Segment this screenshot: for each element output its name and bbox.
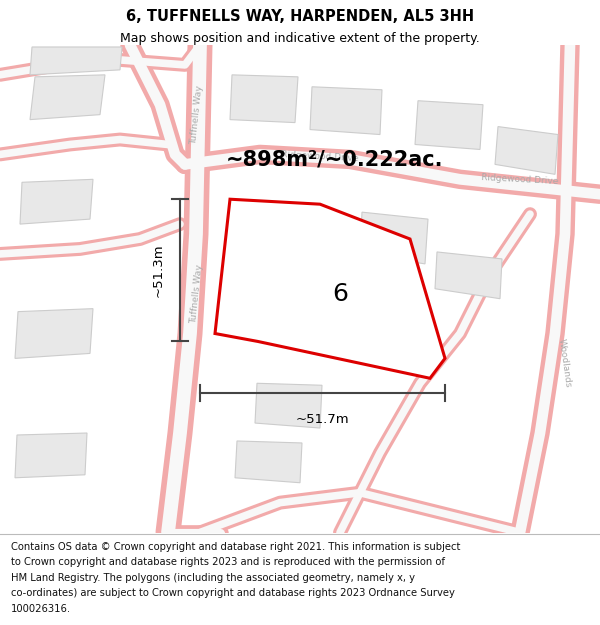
Polygon shape bbox=[310, 87, 382, 134]
Polygon shape bbox=[15, 309, 93, 358]
Polygon shape bbox=[15, 433, 87, 478]
Polygon shape bbox=[235, 441, 302, 483]
Text: 6: 6 bbox=[332, 282, 348, 306]
Text: Map shows position and indicative extent of the property.: Map shows position and indicative extent… bbox=[120, 32, 480, 46]
Polygon shape bbox=[30, 75, 105, 119]
Polygon shape bbox=[255, 383, 322, 428]
Polygon shape bbox=[230, 75, 298, 122]
Text: ~898m²/~0.222ac.: ~898m²/~0.222ac. bbox=[226, 149, 444, 169]
Text: to Crown copyright and database rights 2023 and is reproduced with the permissio: to Crown copyright and database rights 2… bbox=[11, 558, 445, 568]
Polygon shape bbox=[415, 101, 483, 149]
Polygon shape bbox=[360, 212, 428, 264]
Polygon shape bbox=[30, 47, 122, 75]
Text: Ridgewood Drive: Ridgewood Drive bbox=[481, 173, 559, 186]
Polygon shape bbox=[20, 179, 93, 224]
Text: Woodlands: Woodlands bbox=[557, 338, 573, 389]
Text: HM Land Registry. The polygons (including the associated geometry, namely x, y: HM Land Registry. The polygons (includin… bbox=[11, 573, 415, 583]
Text: Contains OS data © Crown copyright and database right 2021. This information is : Contains OS data © Crown copyright and d… bbox=[11, 542, 460, 552]
Polygon shape bbox=[350, 322, 417, 368]
Polygon shape bbox=[215, 199, 445, 378]
Text: ~51.3m: ~51.3m bbox=[152, 244, 165, 297]
Text: ~51.7m: ~51.7m bbox=[296, 413, 349, 426]
Text: co-ordinates) are subject to Crown copyright and database rights 2023 Ordnance S: co-ordinates) are subject to Crown copyr… bbox=[11, 588, 455, 598]
Text: Ridgewood Drive: Ridgewood Drive bbox=[281, 150, 359, 163]
Text: Tuffnells Way: Tuffnells Way bbox=[190, 84, 205, 145]
Text: 100026316.: 100026316. bbox=[11, 604, 71, 614]
Polygon shape bbox=[435, 252, 502, 299]
Polygon shape bbox=[495, 127, 558, 174]
Text: 6, TUFFNELLS WAY, HARPENDEN, AL5 3HH: 6, TUFFNELLS WAY, HARPENDEN, AL5 3HH bbox=[126, 9, 474, 24]
Text: Tuffnells Way: Tuffnells Way bbox=[190, 264, 205, 324]
